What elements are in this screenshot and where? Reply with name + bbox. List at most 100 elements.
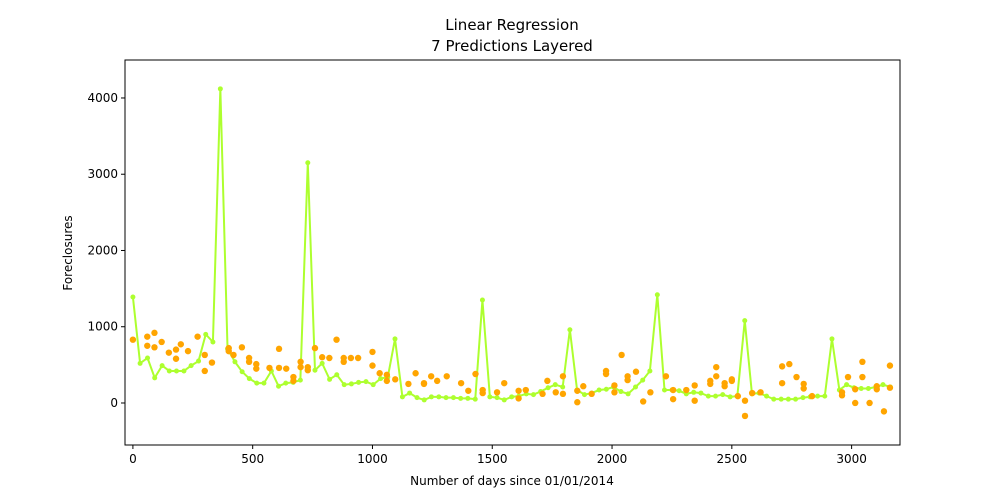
scatter-point <box>383 377 391 385</box>
line-point <box>334 372 340 378</box>
line-point <box>742 318 748 324</box>
scatter-point <box>340 358 347 366</box>
line-point <box>465 395 471 401</box>
line-point <box>785 396 791 402</box>
line-point <box>713 393 719 399</box>
line-point <box>815 393 821 399</box>
scatter-point <box>859 358 866 366</box>
plot-area <box>129 86 894 420</box>
line-point <box>822 393 828 399</box>
scatter-point <box>669 386 677 394</box>
x-tick-label: 1000 <box>357 452 388 466</box>
line-point <box>880 382 886 388</box>
scatter-point <box>383 371 391 378</box>
scatter-point <box>333 336 340 343</box>
scatter-point <box>793 373 800 381</box>
line-point <box>793 396 799 402</box>
scatter-point <box>741 412 749 420</box>
line-point <box>560 384 566 390</box>
scatter-point <box>479 386 486 394</box>
scatter-point <box>713 373 720 380</box>
line-point <box>727 394 733 400</box>
scatter-point <box>412 370 419 377</box>
line-point <box>771 396 777 402</box>
x-tick-label: 500 <box>241 452 264 466</box>
scatter-point <box>757 389 764 396</box>
line-point <box>458 395 464 401</box>
scatter-point <box>880 408 888 415</box>
scatter-point <box>602 370 610 378</box>
scatter-point <box>151 344 158 351</box>
line-point <box>196 358 202 364</box>
y-tick-label: 0 <box>110 396 118 410</box>
line-point <box>844 382 850 388</box>
scatter-point <box>559 390 567 398</box>
line-point <box>283 380 289 386</box>
scatter-point <box>326 354 333 362</box>
line-point <box>276 383 282 389</box>
scatter-point <box>275 345 283 353</box>
scatter-point <box>201 367 208 375</box>
scatter-point <box>201 351 208 359</box>
scatter-point <box>552 389 559 396</box>
scatter-point <box>369 362 376 369</box>
scatter-point <box>177 341 185 348</box>
line-point <box>567 327 573 333</box>
chart-title: Linear Regression <box>445 16 578 34</box>
scatter-point <box>588 390 595 398</box>
scatter-point <box>515 387 522 394</box>
scatter-point <box>721 379 728 387</box>
scatter-point <box>515 395 522 402</box>
scatter-point <box>392 376 399 383</box>
scatter-point <box>707 380 714 388</box>
line-point <box>428 394 434 400</box>
line-point <box>217 86 223 92</box>
line-point <box>530 392 536 398</box>
scatter-point <box>778 379 786 387</box>
scatter-point <box>283 365 290 372</box>
scatter-point <box>225 347 232 355</box>
x-tick-label: 0 <box>129 452 137 466</box>
scatter-point <box>852 386 859 393</box>
scatter-point <box>683 386 690 394</box>
line-point <box>159 363 165 369</box>
scatter-point <box>311 344 319 352</box>
scatter-point <box>800 380 807 388</box>
scatter-point <box>297 358 304 366</box>
line-point <box>450 395 456 401</box>
line-point <box>436 394 442 400</box>
scatter-point <box>662 373 670 380</box>
scatter-point <box>151 329 158 337</box>
x-tick-label: 2500 <box>717 452 748 466</box>
line-point <box>261 380 267 386</box>
x-tick-label: 2000 <box>597 452 628 466</box>
scatter-point <box>611 389 618 396</box>
scatter-point <box>647 389 654 396</box>
line-point <box>778 396 784 402</box>
scatter-point <box>639 398 647 405</box>
scatter-point <box>734 392 742 400</box>
scatter-point <box>427 373 435 380</box>
line-point <box>443 395 449 401</box>
scatter-point <box>844 373 852 381</box>
line-point <box>633 384 639 390</box>
axes-frame <box>124 59 901 446</box>
scatter-point <box>559 373 567 380</box>
line-point <box>130 294 136 300</box>
line-point <box>603 386 609 392</box>
scatter-point <box>158 338 165 346</box>
scatter-point <box>624 376 631 384</box>
scatter-point <box>253 360 260 368</box>
line-point <box>145 355 151 361</box>
line-point <box>472 396 478 402</box>
scatter-point <box>800 385 807 392</box>
chart-subtitle: 7 Predictions Layered <box>431 37 593 55</box>
scatter-point <box>184 347 192 355</box>
scatter-point <box>297 363 304 371</box>
scatter-point <box>443 373 450 380</box>
scatter-point <box>266 364 273 372</box>
y-tick-label: 2000 <box>87 243 118 257</box>
scatter-point <box>165 349 173 356</box>
scatter-point <box>290 377 297 385</box>
